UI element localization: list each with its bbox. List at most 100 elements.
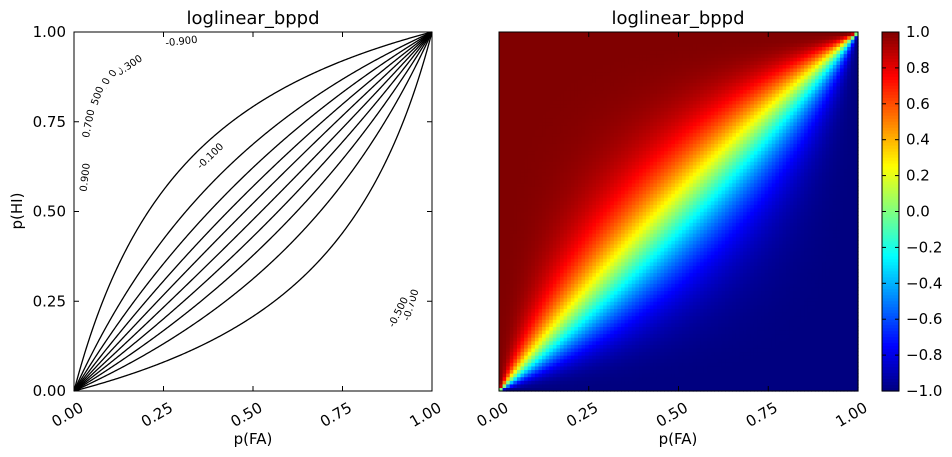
heatmap-cell: [520, 294, 525, 299]
heatmap-cell: [603, 67, 608, 73]
heatmap-cell: [513, 168, 518, 173]
heatmap-cell: [502, 373, 507, 378]
heatmap-cell: [581, 204, 586, 209]
heatmap-cell: [577, 297, 583, 302]
heatmap-cell: [635, 304, 640, 310]
heatmap-cell: [667, 193, 672, 198]
heatmap-cell: [628, 114, 633, 119]
heatmap-cell: [502, 154, 507, 159]
heatmap-cell: [613, 383, 619, 389]
heatmap-cell: [560, 186, 565, 191]
heatmap-cell: [502, 315, 507, 320]
heatmap-cell: [542, 32, 547, 37]
heatmap-cell: [603, 369, 608, 374]
heatmap-cell: [567, 132, 572, 137]
heatmap-cell: [624, 132, 629, 137]
heatmap-cell: [574, 369, 579, 374]
heatmap-cell: [646, 136, 651, 141]
heatmap-cell: [524, 225, 529, 231]
heatmap-cell: [516, 32, 522, 37]
heatmap-cell: [649, 297, 654, 302]
heatmap-cell: [513, 49, 518, 55]
heatmap-cell: [516, 355, 522, 360]
heatmap-cell: [581, 272, 586, 277]
heatmap-cell: [516, 193, 522, 198]
heatmap-cell: [506, 301, 511, 306]
heatmap-cell: [531, 355, 536, 360]
heatmap-cell: [509, 290, 514, 295]
heatmap-cell: [534, 197, 540, 202]
heatmap-cell: [499, 121, 504, 126]
heatmap-cell: [552, 164, 558, 170]
heatmap-cell: [556, 243, 561, 248]
heatmap-cell: [563, 132, 568, 137]
heatmap-cell: [560, 297, 565, 302]
heatmap-cell: [603, 128, 608, 134]
heatmap-cell: [520, 146, 525, 152]
heatmap-cell: [671, 139, 676, 144]
heatmap-cell: [577, 71, 583, 76]
heatmap-cell: [610, 355, 615, 360]
heatmap-cell: [552, 233, 558, 238]
heatmap-cell: [552, 373, 558, 378]
heatmap-cell: [635, 347, 640, 353]
heatmap-cell: [610, 53, 615, 58]
heatmap-cell: [549, 355, 554, 360]
heatmap-cell: [595, 71, 601, 76]
heatmap-cell: [538, 197, 543, 202]
heatmap-cell: [499, 207, 504, 213]
heatmap-cell: [574, 229, 579, 234]
heatmap-cell: [621, 215, 626, 220]
heatmap-cell: [635, 329, 640, 335]
heatmap-cell: [524, 49, 529, 55]
heatmap-cell: [527, 276, 532, 281]
heatmap-cell: [664, 290, 669, 295]
heatmap-cell: [538, 121, 543, 126]
heatmap-cell: [621, 362, 626, 367]
heatmap-cell: [653, 229, 658, 234]
heatmap-cell: [646, 128, 651, 134]
heatmap-cell: [660, 85, 665, 91]
heatmap-cell: [574, 268, 579, 274]
heatmap-cell: [606, 207, 611, 213]
heatmap-cell: [542, 186, 547, 191]
heatmap-cell: [621, 186, 626, 191]
heatmap-cell: [577, 42, 583, 47]
heatmap-cell: [509, 312, 514, 317]
heatmap-cell: [617, 337, 622, 342]
heatmap-cell: [499, 373, 504, 378]
heatmap-cell: [646, 118, 651, 123]
heatmap-cell: [639, 154, 644, 159]
heatmap-cell: [599, 93, 604, 98]
heatmap-cell: [595, 297, 601, 302]
heatmap-cell: [527, 71, 532, 76]
heatmap-cell: [567, 333, 572, 338]
heatmap-cell: [513, 369, 518, 374]
heatmap-cell: [592, 143, 597, 148]
heatmap-cell: [656, 150, 662, 155]
heatmap-cell: [656, 229, 662, 234]
heatmap-cell: [646, 215, 651, 220]
heatmap-cell: [531, 258, 536, 263]
heatmap-cell: [649, 157, 654, 162]
heatmap-cell: [552, 222, 558, 227]
heatmap-cell: [610, 229, 615, 234]
heatmap-cell: [556, 247, 561, 252]
heatmap-cell: [642, 312, 647, 317]
heatmap-cell: [664, 294, 669, 299]
heatmap-cell: [545, 200, 550, 205]
heatmap-cell: [574, 250, 579, 256]
heatmap-cell: [595, 369, 601, 374]
heatmap-cell: [646, 236, 651, 241]
heatmap-cell: [577, 254, 583, 259]
heatmap-cell: [581, 42, 586, 47]
heatmap-cell: [613, 225, 619, 231]
heatmap-cell: [531, 89, 536, 94]
heatmap-cell: [592, 125, 597, 130]
heatmap-cell: [524, 329, 529, 335]
heatmap-cell: [592, 236, 597, 241]
heatmap-cell: [610, 67, 615, 73]
heatmap-cell: [531, 233, 536, 238]
heatmap-cell: [556, 365, 561, 371]
heatmap-cell: [556, 319, 561, 324]
